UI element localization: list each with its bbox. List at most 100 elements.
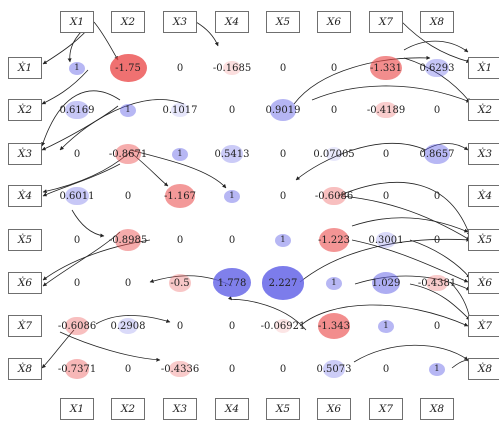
cell-value: 1.029	[371, 277, 401, 289]
cell-value: 0	[279, 190, 287, 202]
cell-value: 0	[433, 320, 441, 332]
value-bubble	[318, 227, 350, 252]
matrix-cell: -0.4381	[411, 263, 463, 303]
row-label-right-xdot7: Ẋ7	[468, 315, 499, 337]
value-bubble	[370, 55, 402, 81]
matrix-cell: 0	[102, 349, 154, 389]
cell-value: -1.331	[369, 62, 402, 74]
matrix-cell: 0	[360, 349, 412, 389]
row-label-left-xdot8: Ẋ8	[8, 358, 42, 380]
matrix-cell: -0.5	[154, 263, 206, 303]
matrix-cell: 0	[154, 220, 206, 260]
row-label-right-xdot3: Ẋ3	[468, 143, 499, 165]
value-bubble	[222, 60, 241, 76]
matrix-cell: 1.778	[206, 263, 258, 303]
connection-arrow	[421, 143, 469, 153]
matrix-cell: 0.2908	[102, 306, 154, 346]
matrix-cell: -1.331	[360, 48, 412, 88]
matrix-cell: 0	[411, 90, 463, 130]
connection-arrow	[351, 239, 469, 283]
cell-value: -0.5	[170, 277, 190, 289]
cell-value: 0	[330, 62, 338, 74]
cell-value: 0.6169	[59, 104, 95, 116]
connection-arrow	[95, 315, 171, 325]
cell-value: 0	[124, 363, 132, 375]
row-label-left-xdot2: Ẋ2	[8, 99, 42, 121]
cell-value: 0	[330, 104, 338, 116]
column-footer-x8: X8	[420, 398, 454, 420]
matrix-cell: 0.6169	[51, 90, 103, 130]
row-label-left-xdot6: Ẋ6	[8, 272, 42, 294]
value-bubble	[376, 232, 396, 248]
cell-value: 0.6011	[59, 190, 95, 202]
column-footer-x4: X4	[215, 398, 249, 420]
value-bubble	[269, 99, 297, 121]
value-bubble	[69, 61, 85, 75]
cell-value: -0.6086	[314, 190, 354, 202]
cell-value: 0.1017	[162, 104, 198, 116]
matrix-cell: 0	[102, 176, 154, 216]
value-bubble	[274, 319, 292, 333]
cell-value: 0	[73, 148, 81, 160]
connection-arrow	[129, 149, 227, 189]
cell-value: -1.223	[317, 234, 350, 246]
cell-value: 1	[177, 149, 183, 159]
cell-value: 0	[73, 234, 81, 246]
value-bubble	[275, 233, 291, 247]
connection-arrow	[409, 239, 471, 279]
matrix-cell: 0	[51, 220, 103, 260]
matrix-cell: 0.3001	[360, 220, 412, 260]
cell-value: -0.06921	[260, 320, 306, 332]
connection-arrow	[41, 105, 119, 151]
column-footer-x5: X5	[266, 398, 300, 420]
cell-value: 0	[382, 190, 390, 202]
matrix-cell: 1	[154, 134, 206, 174]
matrix-cell: 0	[308, 48, 360, 88]
matrix-cell: -0.1685	[206, 48, 258, 88]
matrix-cell: 0	[154, 306, 206, 346]
matrix-cell: 0	[360, 176, 412, 216]
cell-value: -0.4381	[417, 277, 457, 289]
cell-value: 0	[124, 277, 132, 289]
matrix-cell: 0.5413	[206, 134, 258, 174]
cell-value: 0	[382, 363, 390, 375]
value-bubble	[109, 53, 147, 83]
matrix-cell: 0	[257, 48, 309, 88]
connection-arrow	[403, 57, 471, 103]
column-footer-x2: X2	[111, 398, 145, 420]
matrix-cell: 0	[308, 90, 360, 130]
matrix-cell: -1.167	[154, 176, 206, 216]
value-bubble	[371, 271, 401, 295]
column-header-x6: X6	[317, 11, 351, 33]
cell-value: 0.5413	[214, 148, 250, 160]
matrix-cell: 1	[257, 220, 309, 260]
cell-value: 0.5073	[316, 363, 352, 375]
cell-value: 2.227	[268, 277, 298, 289]
matrix-cell: 1	[411, 349, 463, 389]
matrix-cell: 2.227	[257, 263, 309, 303]
matrix-cell: 1	[51, 48, 103, 88]
connection-arrow	[403, 40, 469, 53]
matrix-cell: 0	[51, 263, 103, 303]
column-header-x3: X3	[163, 11, 197, 33]
row-label-left-xdot1: Ẋ1	[8, 57, 42, 79]
row-label-right-xdot4: Ẋ4	[468, 185, 499, 207]
cell-value: 0	[228, 234, 236, 246]
cell-value: 0	[228, 104, 236, 116]
matrix-cell: -0.4189	[360, 90, 412, 130]
matrix-cell: 0	[360, 134, 412, 174]
cell-value: 0.3001	[368, 234, 404, 246]
matrix-cell: -1.343	[308, 306, 360, 346]
matrix-cell: -0.8985	[102, 220, 154, 260]
cell-value: -0.4336	[160, 363, 200, 375]
cell-value: -0.4189	[366, 104, 406, 116]
value-bubble	[169, 274, 191, 292]
value-bubble	[224, 189, 240, 203]
column-header-x2: X2	[111, 11, 145, 33]
cell-value: 0	[433, 104, 441, 116]
connection-arrow	[354, 275, 471, 291]
connection-arrow	[299, 304, 469, 327]
value-bubble	[220, 145, 244, 163]
